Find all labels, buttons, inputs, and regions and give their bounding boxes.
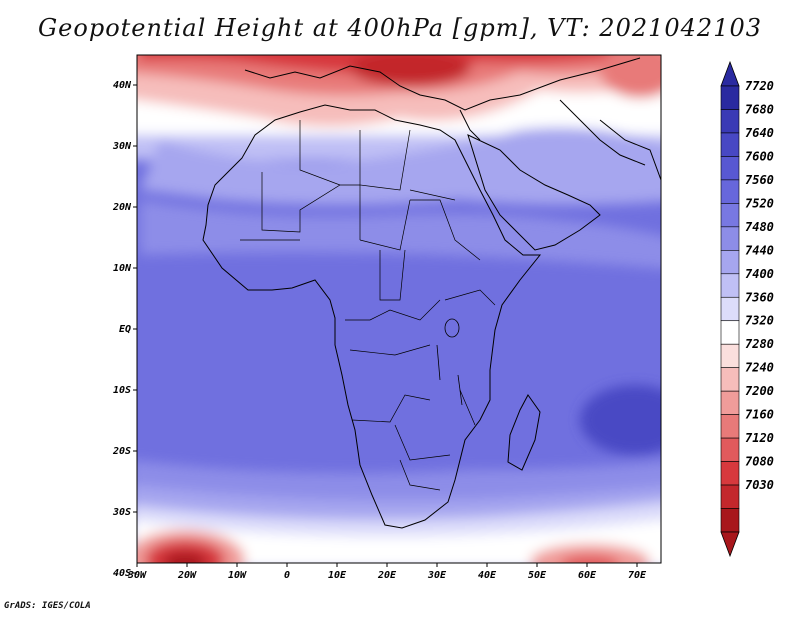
colorbar-swatch (720, 484, 740, 509)
colorbar-swatch (720, 414, 740, 439)
colorbar-swatch (720, 367, 740, 392)
lat-tick-label: 30S (112, 507, 131, 518)
lon-tick-label: 50E (528, 570, 547, 581)
colorbar-swatch (720, 109, 740, 134)
longitude-ticks: 30W 20W 10W 0 10E 20E 30E 40E 50E 60E 70E (127, 563, 647, 581)
lon-tick-label: 10E (328, 570, 347, 581)
colorbar-bottom-arrow (720, 531, 740, 558)
map-frame (136, 54, 662, 564)
lon-tick-label: 70E (628, 570, 647, 581)
colorbar-label: 7400 (745, 267, 774, 281)
colorbar-label: 7440 (745, 243, 774, 257)
grads-credit: GrADS: IGES/COLA (4, 601, 91, 611)
colorbar-swatch (720, 273, 740, 298)
coastlines (202, 57, 661, 529)
colorbar-label: 7360 (745, 290, 774, 304)
colorbar-swatch (720, 508, 740, 533)
lat-tick-label: EQ (119, 324, 131, 335)
colorbar-label: 7200 (745, 384, 774, 398)
colorbar-swatch (720, 156, 740, 181)
colorbar-label: 7480 (745, 220, 774, 234)
colorbar-label: 7280 (745, 337, 774, 351)
colorbar-label: 7080 (745, 455, 774, 469)
colorbar-swatch (720, 320, 740, 345)
colorbar-label: 7720 (745, 79, 774, 93)
lakes (436, 318, 463, 406)
lat-tick-label: 20N (112, 202, 132, 213)
colorbar-label: 7600 (745, 149, 774, 163)
colorbar-swatch (720, 437, 740, 462)
colorbar-label: 7320 (745, 314, 774, 328)
colorbar-swatch (720, 461, 740, 486)
colorbar-swatch (720, 390, 740, 415)
colorbar-label: 7160 (745, 408, 774, 422)
lat-tick-label: 10S (113, 385, 131, 396)
colorbar-swatch (720, 179, 740, 204)
colorbar-label: 7560 (745, 173, 774, 187)
lon-tick-label: 10W (228, 570, 247, 581)
colorbar-label: 7240 (745, 361, 774, 375)
colorbar-label: 7030 (745, 478, 774, 492)
lon-tick-label: 40E (478, 570, 497, 581)
lon-tick-label: 30W (127, 570, 147, 581)
colorbar-swatch (720, 250, 740, 275)
lat-tick-label: 40N (113, 80, 132, 91)
colorbar-label: 7520 (745, 196, 774, 210)
colorbar-label: 7120 (745, 431, 774, 445)
colorbar-top-arrow (720, 60, 740, 87)
lon-tick-label: 60E (578, 570, 597, 581)
lat-tick-label: 30N (112, 141, 132, 152)
lon-tick-label: 0 (284, 570, 290, 581)
colorbar-swatch (720, 132, 740, 157)
geopotential-field (137, 55, 661, 563)
colorbar-label: 7680 (745, 102, 774, 116)
lat-tick-label: 40S (113, 568, 131, 579)
lat-tick-label: 20S (112, 446, 131, 457)
country-borders (240, 120, 496, 491)
colorbar: 7720 7680 7640 7600 7560 7520 7480 7440 7400 7360… (720, 60, 774, 558)
colorbar-swatch (720, 296, 740, 322)
map-title: Geopotential Height at 400hPa [gpm], VT:… (38, 14, 762, 42)
colorbar-swatch (720, 226, 740, 251)
colorbar-swatch (720, 203, 740, 228)
latitude-ticks: 40N 30N 20N 10N EQ 10S 20S 30S 40S (112, 80, 137, 579)
colorbar-swatch (720, 85, 740, 110)
lon-tick-label: 30E (427, 570, 447, 581)
colorbar-swatch (720, 343, 740, 368)
lat-tick-label: 10N (113, 263, 132, 274)
colorbar-label: 7640 (745, 126, 774, 140)
lon-tick-label: 20E (377, 570, 397, 581)
lon-tick-label: 20W (177, 570, 197, 581)
